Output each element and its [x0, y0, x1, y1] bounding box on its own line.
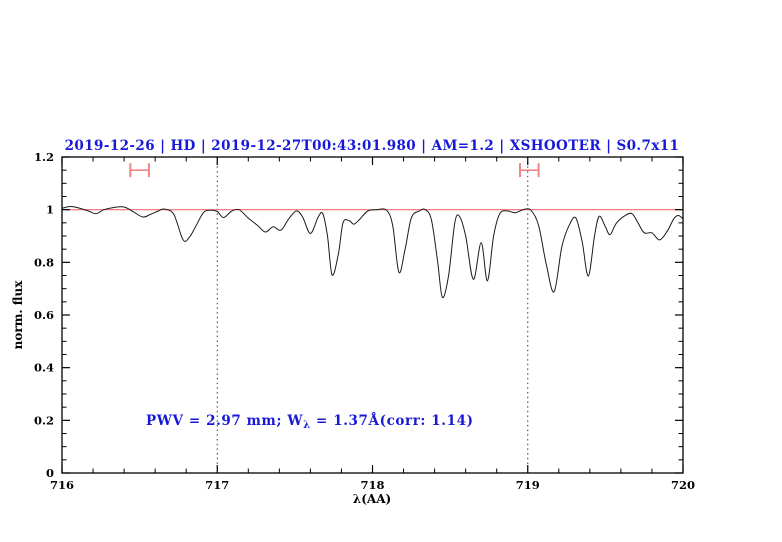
- y-tick-label: 0.2: [34, 413, 54, 427]
- y-tick-label: 0.8: [34, 255, 54, 269]
- x-tick-label: 717: [205, 478, 229, 492]
- x-tick-label: 716: [50, 478, 74, 492]
- y-tick-label: 0.6: [34, 308, 54, 322]
- y-tick-label: 1.2: [34, 150, 54, 164]
- plot-title: 2019-12-26 | HD | 2019-12-27T00:43:01.98…: [65, 138, 680, 154]
- x-axis-label: λ(AA): [353, 492, 391, 506]
- x-tick-label: 718: [360, 478, 384, 492]
- y-tick-label: 0: [46, 466, 54, 480]
- x-tick-label: 720: [671, 478, 695, 492]
- pwv-annotation-subscript: λ: [303, 420, 311, 431]
- x-tick-label: 719: [516, 478, 540, 492]
- pwv-annotation: PWV = 2.97 mm; Wλ = 1.37Å(corr: 1.14): [146, 413, 474, 431]
- pwv-annotation-main: PWV = 2.97 mm; W: [146, 413, 303, 429]
- y-axis-label: norm. flux: [11, 280, 25, 350]
- spectrum-line: [61, 205, 684, 299]
- y-tick-label: 0.4: [34, 361, 54, 375]
- pwv-annotation-rest: = 1.37Å(corr: 1.14): [311, 413, 474, 429]
- y-tick-label: 1: [46, 203, 54, 217]
